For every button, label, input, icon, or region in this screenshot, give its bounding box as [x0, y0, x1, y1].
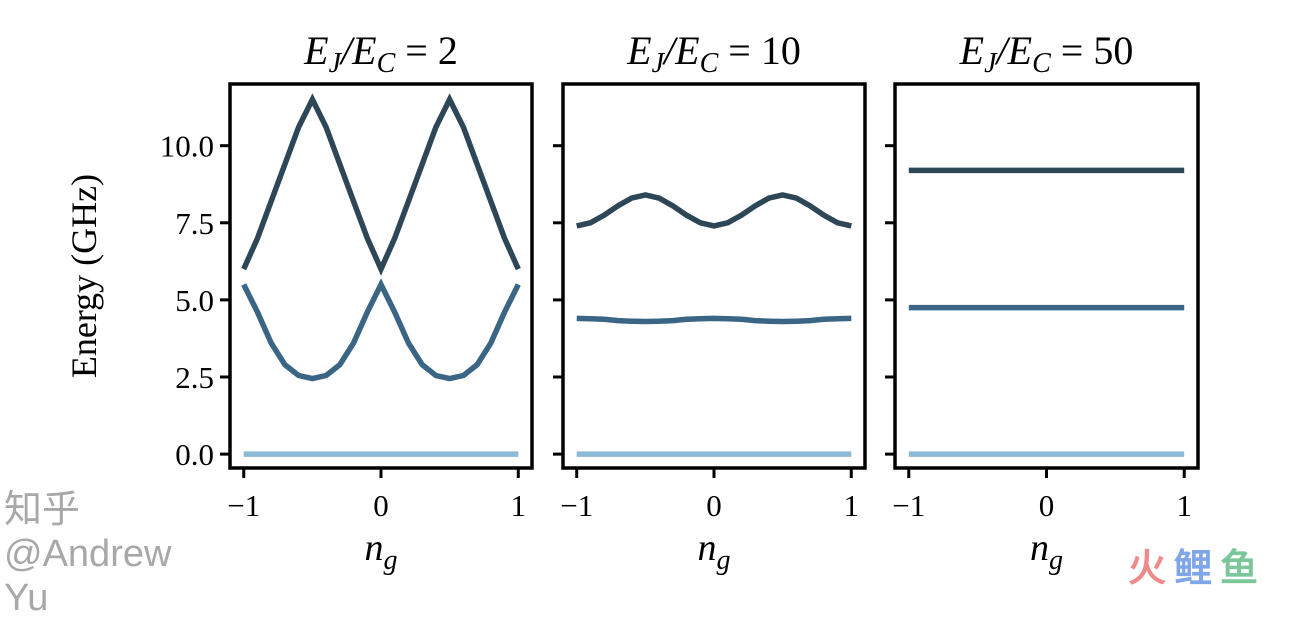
axes-frame — [228, 82, 534, 470]
axes-frame — [561, 82, 867, 470]
series-line-E2 — [241, 93, 521, 276]
x-axis-label: ng — [365, 527, 398, 576]
x-tick-label: 1 — [1176, 488, 1192, 523]
y-tick-label: 0.0 — [175, 437, 214, 472]
series-line-E1 — [241, 278, 521, 382]
x-axis-label: ng — [1030, 527, 1063, 576]
panel-1: 0.0 2.5 5.0 7.5 10.0 −1 0 1 EJ/EC = 2 ng — [160, 28, 534, 576]
series-line-E1 — [576, 315, 852, 325]
y-tick-label: 7.5 — [175, 206, 214, 241]
x-tick-label: 1 — [844, 488, 860, 523]
watermark-logo-char: 火 — [1128, 546, 1167, 590]
x-tick-label: 0 — [1039, 488, 1055, 523]
panel-2: −1 0 1 EJ/EC = 10 ng — [553, 28, 867, 576]
panel-title: EJ/EC = 2 — [303, 28, 458, 79]
y-tick-label: 5.0 — [175, 283, 214, 318]
watermark-text: 知乎 @Andrew Yu — [4, 489, 172, 619]
x-tick-label: 1 — [511, 488, 527, 523]
watermark-logo-char: 鱼 — [1220, 546, 1259, 590]
panel-3: −1 0 1 EJ/EC = 50 ng — [885, 28, 1200, 576]
x-tick-label: −1 — [892, 488, 925, 523]
y-axis-label: Energy (GHz) — [64, 174, 104, 378]
x-tick-label: 0 — [706, 488, 722, 523]
series-line-E2 — [576, 192, 852, 229]
x-tick-label: −1 — [560, 488, 593, 523]
y-tick-label: 2.5 — [175, 360, 214, 395]
watermark-logo: 火鲤鱼 — [1128, 546, 1266, 590]
chart: Energy (GHz) 0.0 2.5 5.0 7.5 10.0 −1 0 1 EJ/EC =… — [64, 28, 1200, 576]
panel-title: EJ/EC = 10 — [626, 28, 801, 79]
y-tick-label: 10.0 — [160, 129, 214, 164]
axes-frame — [893, 82, 1200, 470]
panel-title: EJ/EC = 50 — [959, 28, 1134, 79]
x-tick-label: −1 — [227, 488, 260, 523]
x-tick-label: 0 — [373, 488, 389, 523]
x-axis-label: ng — [698, 527, 731, 576]
watermark-logo-char: 鲤 — [1174, 546, 1213, 590]
